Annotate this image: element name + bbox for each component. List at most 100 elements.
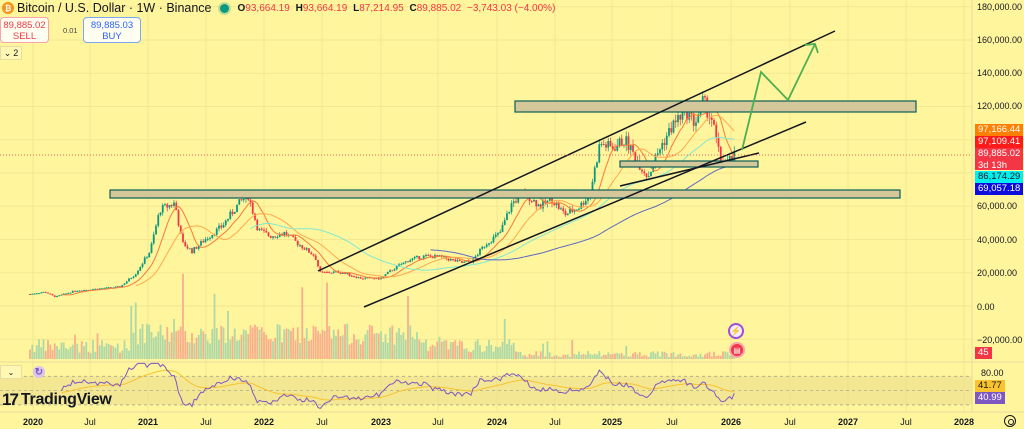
volume-bar bbox=[411, 336, 414, 359]
volume-bar bbox=[274, 337, 277, 359]
candle-body bbox=[596, 162, 598, 168]
candle-body bbox=[211, 235, 214, 238]
price-axis-label: 120,000.00 bbox=[977, 101, 1023, 111]
volume-bar bbox=[294, 340, 297, 359]
candle-body bbox=[530, 200, 533, 202]
candle-body bbox=[485, 244, 488, 247]
volume-bar bbox=[706, 352, 709, 359]
candle-body bbox=[402, 262, 405, 265]
volume-bar bbox=[125, 348, 128, 359]
candle-body bbox=[632, 145, 634, 152]
candle-body bbox=[71, 290, 74, 293]
volume-bar bbox=[78, 352, 81, 359]
candle-body bbox=[294, 237, 297, 241]
candle-body bbox=[344, 272, 346, 274]
buy-button[interactable]: 89,885.03 BUY bbox=[83, 17, 141, 43]
rsi-collapse-button[interactable]: ⌄ bbox=[0, 365, 22, 379]
volume-bar bbox=[494, 346, 497, 359]
ath-zone bbox=[109, 189, 901, 199]
symbol-header: ₿ Bitcoin / U.S. Dollar · 1W · Binance O… bbox=[0, 0, 558, 16]
time-axis-label: Jul bbox=[316, 417, 328, 427]
candle-body bbox=[506, 213, 508, 221]
volume-bar bbox=[87, 351, 90, 359]
candle-body bbox=[436, 255, 439, 257]
sell-button[interactable]: 89,885.02 SELL bbox=[0, 17, 49, 43]
sync-icon[interactable]: ↻ bbox=[33, 366, 45, 378]
symbol-title[interactable]: Bitcoin / U.S. Dollar · 1W · Binance bbox=[17, 1, 212, 15]
volume-bar bbox=[638, 352, 641, 359]
candle-body bbox=[569, 209, 571, 214]
volume-bar bbox=[305, 328, 308, 359]
volume-bar bbox=[398, 328, 400, 359]
indicators-toggle-button[interactable]: ⌄ 2 bbox=[0, 46, 22, 60]
volume-bar bbox=[425, 339, 427, 359]
volume-bar bbox=[364, 334, 367, 359]
tradingview-logo[interactable]: 17 TradingView bbox=[2, 390, 112, 410]
volume-bar bbox=[92, 339, 94, 359]
volume-bar bbox=[517, 352, 520, 359]
volume-bar bbox=[139, 328, 142, 359]
candle-body bbox=[249, 199, 252, 203]
volume-bar bbox=[256, 326, 259, 359]
volume-bar bbox=[418, 339, 421, 359]
volume-bar bbox=[71, 344, 74, 359]
volume-bar bbox=[524, 355, 526, 359]
volume-bar bbox=[263, 331, 265, 359]
support-trend-line bbox=[619, 152, 760, 187]
candle-body bbox=[258, 228, 261, 231]
volume-bar bbox=[704, 354, 706, 359]
candle-body bbox=[650, 171, 652, 177]
candle-body bbox=[215, 228, 218, 235]
volume-tag: 45 bbox=[975, 347, 992, 359]
candle-body bbox=[546, 200, 549, 204]
candle-body bbox=[704, 96, 706, 98]
volume-bar bbox=[515, 351, 517, 359]
volume-bar bbox=[474, 341, 477, 359]
candle-body bbox=[51, 294, 54, 296]
candle-body bbox=[332, 271, 335, 273]
candle-body bbox=[76, 290, 79, 292]
volume-bar bbox=[317, 330, 319, 359]
volume-bar bbox=[472, 350, 475, 359]
candle-body bbox=[420, 258, 423, 260]
price-axis-label: 160,000.00 bbox=[977, 35, 1023, 45]
volume-bar bbox=[618, 353, 621, 359]
time-axis-label: Jul bbox=[666, 417, 678, 427]
volume-bar bbox=[215, 328, 218, 359]
candle-body bbox=[389, 270, 391, 272]
volume-bar bbox=[429, 346, 432, 359]
candle-body bbox=[668, 128, 670, 136]
event-lightning-icon[interactable]: ⚡ bbox=[728, 323, 744, 339]
rsi-tag: 40.99 bbox=[975, 392, 1005, 404]
volume-bar bbox=[661, 351, 664, 359]
volume-bar bbox=[483, 351, 486, 359]
volume-bar bbox=[501, 341, 504, 359]
candle-body bbox=[350, 275, 353, 277]
settings-gear-icon[interactable] bbox=[1004, 415, 1016, 427]
volume-bar bbox=[519, 352, 522, 359]
candle-body bbox=[643, 171, 646, 174]
volume-bar bbox=[508, 339, 511, 359]
chevron-down-icon: ⌄ bbox=[3, 47, 12, 58]
price-tag: 86,174.29 bbox=[975, 171, 1023, 183]
candle-body bbox=[539, 204, 542, 209]
candle-body bbox=[562, 208, 565, 212]
volume-bar bbox=[164, 339, 166, 359]
volume-bar bbox=[128, 350, 130, 359]
candle-body bbox=[447, 258, 450, 261]
candle-body bbox=[220, 225, 223, 228]
volume-bar bbox=[233, 328, 236, 359]
volume-bar bbox=[355, 339, 358, 359]
volume-bar bbox=[641, 356, 643, 359]
volume-bar bbox=[465, 348, 468, 359]
candle-body bbox=[224, 220, 227, 225]
candle-body bbox=[602, 144, 605, 146]
economic-event-us-flag-icon[interactable]: ▤ bbox=[729, 342, 745, 358]
volume-bar bbox=[132, 332, 135, 359]
candle-body bbox=[452, 259, 454, 261]
volume-bar bbox=[40, 347, 43, 359]
volume-bar bbox=[569, 356, 571, 359]
volume-bar bbox=[112, 345, 115, 359]
volume-bar bbox=[528, 353, 531, 359]
